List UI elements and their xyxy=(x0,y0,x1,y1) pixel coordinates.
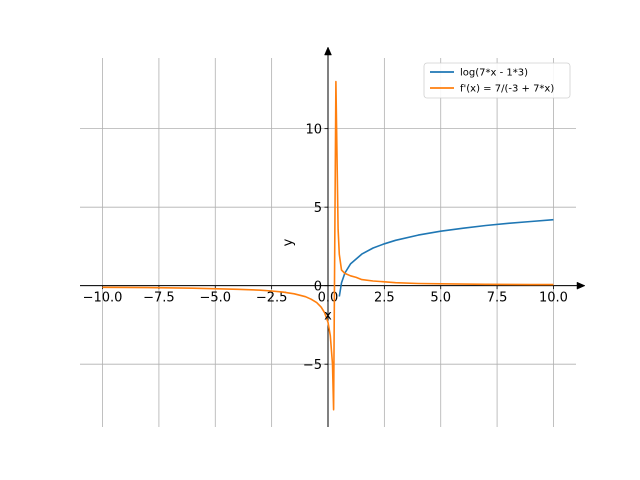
y-tick-label: 5 xyxy=(314,201,322,216)
legend-label: f'(x) = 7/(-3 + 7*x) xyxy=(460,84,554,95)
y-tick-label: 0 xyxy=(314,280,322,295)
x-tick-label: −5.0 xyxy=(199,291,231,306)
x-tick-label: 0.0 xyxy=(318,291,339,306)
series-line-2 xyxy=(102,80,554,411)
x-tick-label: −2.5 xyxy=(256,291,288,306)
legend-label: log(7*x - 1*3) xyxy=(460,68,528,79)
legend: log(7*x - 1*3) f'(x) = 7/(-3 + 7*x) xyxy=(423,62,571,99)
x-tick-label: 2.5 xyxy=(374,291,395,306)
axes xyxy=(80,46,586,427)
x-axis-label: x xyxy=(324,309,332,324)
x-tick-label: 7.5 xyxy=(487,291,508,306)
x-axis-arrow-icon xyxy=(576,281,586,290)
series-line-1 xyxy=(338,218,554,297)
y-axis-arrow-icon xyxy=(324,46,332,56)
y-axis-label: y xyxy=(281,238,296,246)
y-tick-label: 10 xyxy=(305,123,322,138)
y-tick-label: −5 xyxy=(303,358,322,373)
series xyxy=(102,80,554,411)
x-tick-label: 10.0 xyxy=(539,291,568,306)
tick-labels: −10.0 −7.5 −5.0 −2.5 0.0 2.5 5.0 7.5 10.0 −5 0 5 10 xyxy=(83,123,568,374)
x-tick-label: −10.0 xyxy=(83,291,123,306)
legend-box xyxy=(423,62,571,99)
x-tick-label: 5.0 xyxy=(430,291,451,306)
x-tick-label: −7.5 xyxy=(143,291,175,306)
